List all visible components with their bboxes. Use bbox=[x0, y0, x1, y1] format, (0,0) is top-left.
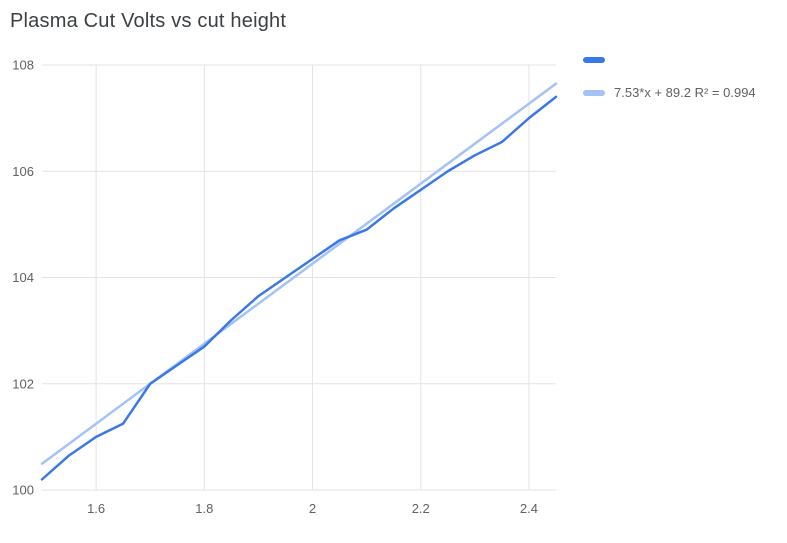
series-swatch bbox=[583, 57, 605, 63]
chart-title: Plasma Cut Volts vs cut height bbox=[10, 10, 287, 32]
x-tick-label: 2 bbox=[309, 501, 316, 516]
legend-item-series[interactable] bbox=[583, 57, 756, 63]
trendline-swatch bbox=[583, 89, 605, 96]
y-tick-label: 106 bbox=[12, 164, 34, 179]
x-tick-label: 2.4 bbox=[520, 501, 538, 516]
y-tick-label: 104 bbox=[12, 270, 34, 285]
x-tick-label: 1.6 bbox=[87, 501, 105, 516]
y-tick-label: 102 bbox=[12, 376, 34, 391]
trendline-legend-label: 7.53*x + 89.2 R² = 0.994 bbox=[614, 85, 756, 100]
y-tick-label: 100 bbox=[12, 483, 34, 498]
legend-item-trendline[interactable]: 7.53*x + 89.2 R² = 0.994 bbox=[583, 85, 756, 100]
trendline bbox=[40, 82, 558, 465]
legend: 7.53*x + 89.2 R² = 0.994 bbox=[583, 57, 756, 100]
x-tick-label: 1.8 bbox=[195, 501, 213, 516]
x-tick-label: 2.2 bbox=[412, 501, 430, 516]
plot-area: 100 102 104 106 108 1.6 1.8 2 2.2 2.4 bbox=[12, 58, 558, 516]
series-line bbox=[40, 95, 558, 481]
y-tick-label: 108 bbox=[12, 58, 34, 73]
